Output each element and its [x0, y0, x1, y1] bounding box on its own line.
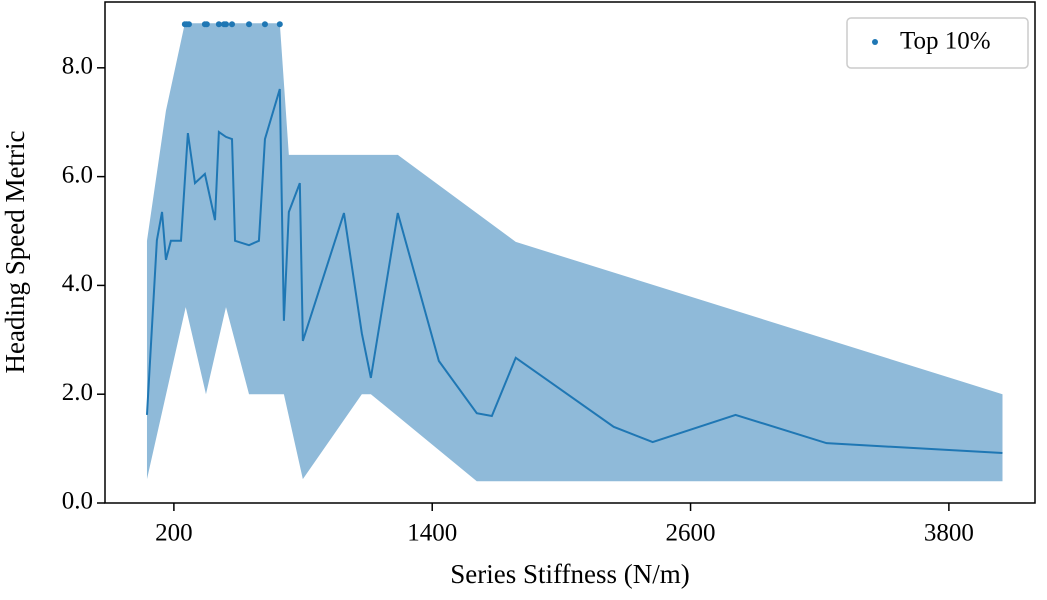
y-axis-label: Heading Speed Metric [0, 131, 30, 374]
legend-label: Top 10% [900, 28, 991, 55]
y-tick-label: 0.0 [62, 488, 93, 515]
legend-marker [872, 39, 878, 45]
y-tick-label: 8.0 [62, 53, 93, 80]
x-tick-label: 1400 [407, 520, 457, 547]
point [276, 21, 283, 28]
y-tick-label: 2.0 [62, 379, 93, 406]
line [145, 88, 1003, 454]
point [261, 21, 268, 28]
point [185, 21, 192, 28]
x-tick-label: 200 [155, 520, 193, 547]
point [222, 21, 229, 28]
y-tick-label: 6.0 [62, 161, 93, 188]
x-tick-label: 2600 [666, 520, 716, 547]
x-axis-label: Series Stiffness (N/m) [450, 559, 689, 589]
point [246, 21, 253, 28]
legend-box [846, 17, 1029, 69]
band [146, 23, 1003, 482]
x-tick-label: 3800 [924, 520, 974, 547]
point [229, 21, 236, 28]
y-tick-label: 4.0 [62, 270, 93, 297]
point [215, 21, 222, 28]
point [203, 21, 210, 28]
plot-frame [104, 1, 1036, 504]
